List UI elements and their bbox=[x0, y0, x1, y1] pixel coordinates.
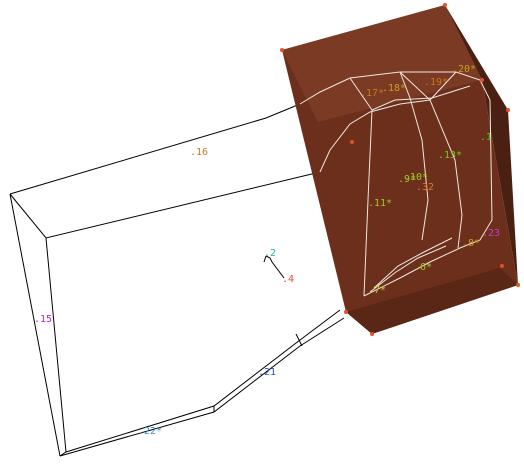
bracket-tick bbox=[263, 255, 267, 263]
point-labels: .16 .17* .18* .19* .20* .1 .13* .9* .10*… bbox=[34, 64, 500, 437]
edge-left-back bbox=[9, 193, 61, 457]
edge-top-back bbox=[9, 103, 301, 195]
wireframe-body bbox=[9, 103, 345, 457]
vertex-marker[interactable] bbox=[516, 283, 520, 287]
inner-edge-4 bbox=[363, 247, 461, 297]
edge-top-front bbox=[9, 171, 321, 239]
label-11[interactable]: .11* bbox=[368, 198, 392, 209]
inner-edge-2 bbox=[399, 71, 463, 249]
label-23[interactable]: .23 bbox=[482, 228, 500, 239]
inner-outline-right bbox=[299, 71, 493, 249]
vertex-marker[interactable] bbox=[443, 3, 447, 7]
label-22[interactable]: .22* bbox=[138, 426, 162, 437]
box-vertices bbox=[280, 3, 520, 336]
inner-wireframe bbox=[299, 71, 493, 297]
label-9[interactable]: .9* bbox=[398, 174, 416, 185]
label-10[interactable]: .10* bbox=[404, 172, 428, 183]
vertex-marker[interactable] bbox=[370, 332, 374, 336]
bracket-line bbox=[265, 255, 285, 279]
inner-edge-1 bbox=[349, 77, 373, 297]
edge-bottom-back bbox=[59, 317, 345, 457]
label-6[interactable]: .6* bbox=[414, 262, 432, 273]
box-top-face bbox=[282, 5, 482, 122]
label-4[interactable]: .4 bbox=[282, 274, 294, 285]
label-20[interactable]: .20* bbox=[452, 64, 476, 75]
label-2[interactable]: .2 bbox=[264, 248, 276, 259]
label-13[interactable]: .13* bbox=[438, 150, 462, 161]
box-bottom-face bbox=[346, 268, 518, 334]
vertex-marker[interactable] bbox=[500, 264, 504, 268]
edge-joint-2 bbox=[295, 333, 303, 347]
edge-bottom-front bbox=[59, 309, 341, 457]
inner-edge-3 bbox=[399, 71, 429, 241]
label-15[interactable]: .15 bbox=[34, 314, 52, 325]
label-32[interactable]: .32 bbox=[416, 182, 434, 193]
inner-edge-7 bbox=[371, 85, 471, 111]
vertex-marker[interactable] bbox=[344, 310, 348, 314]
label-8[interactable]: .8* bbox=[462, 238, 480, 249]
inner-edge-5 bbox=[369, 245, 447, 293]
vertex-marker[interactable] bbox=[350, 140, 354, 144]
brown-box[interactable] bbox=[282, 5, 518, 334]
inner-edge-6 bbox=[373, 237, 453, 289]
label-19[interactable]: .19* bbox=[424, 77, 448, 88]
label-17[interactable]: .17* bbox=[360, 88, 384, 99]
vertex-marker[interactable] bbox=[480, 78, 484, 82]
label-1[interactable]: .1 bbox=[480, 132, 492, 143]
box-right-face bbox=[445, 5, 518, 285]
label-16[interactable]: .16 bbox=[190, 147, 208, 158]
label-7[interactable]: .7* bbox=[368, 285, 386, 296]
vertex-marker[interactable] bbox=[506, 108, 510, 112]
label-18[interactable]: .18* bbox=[382, 83, 406, 94]
vertex-marker[interactable] bbox=[280, 48, 284, 52]
edge-left-front bbox=[45, 237, 67, 453]
bracket-marker bbox=[263, 255, 285, 279]
label-21[interactable]: .21 bbox=[258, 367, 276, 378]
